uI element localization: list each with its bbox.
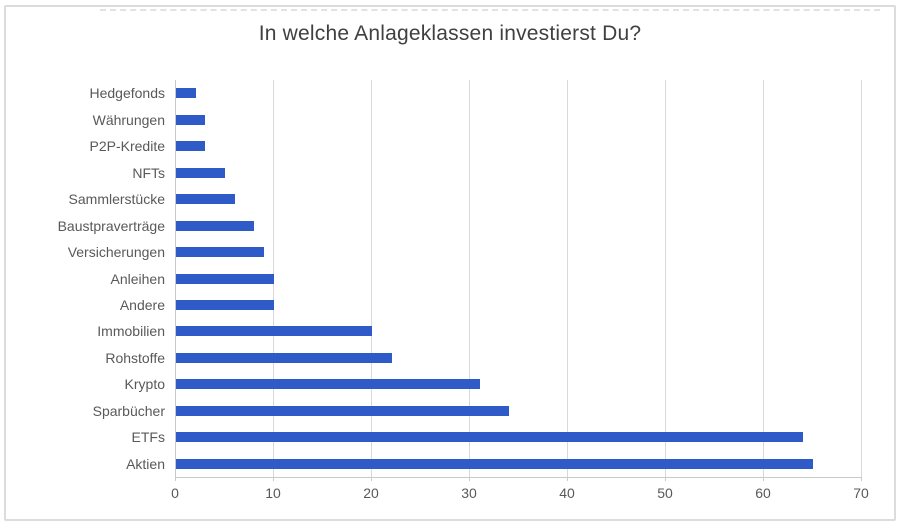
bar [176,220,255,231]
bar [176,247,265,258]
x-tick-label: 10 [265,485,281,501]
category-label: Andere [119,296,165,313]
bar [176,273,274,284]
gridline [371,80,372,477]
gridline [469,80,470,477]
category-label: ETFs [131,429,165,446]
x-tick-mark [861,477,862,481]
category-label: Rohstoffe [105,349,165,366]
top-dashed-line [100,9,880,11]
bar [176,326,372,337]
x-tick-mark [273,477,274,481]
category-label: Hedgefonds [89,85,165,102]
x-tick-label: 50 [657,485,673,501]
x-tick-mark [665,477,666,481]
bar [176,167,225,178]
category-label: Sammlerstücke [68,191,165,208]
category-label: Sparbücher [92,402,165,419]
x-tick-label: 70 [853,485,869,501]
bar [176,379,480,390]
x-tick-mark [763,477,764,481]
bar [176,299,274,310]
x-tick-label: 30 [461,485,477,501]
category-label: Baustpraverträge [57,217,165,234]
category-label: P2P-Kredite [89,138,165,155]
x-tick-label: 20 [363,485,379,501]
bar [176,88,196,99]
x-tick-mark [567,477,568,481]
chart-title: In welche Anlageklassen investierst Du? [258,22,642,45]
bar [176,458,813,469]
x-tick-label: 40 [559,485,575,501]
bar [176,194,235,205]
category-label: Krypto [124,376,165,393]
category-label: Aktien [126,455,165,472]
bar [176,141,206,152]
x-tick-label: 60 [755,485,771,501]
y-axis-line [175,80,176,477]
category-label: Immobilien [97,323,165,340]
category-label: Anleihen [110,270,166,287]
bar [176,405,510,416]
category-label: Versicherungen [67,244,165,261]
bar [176,114,206,125]
x-tick-label: 0 [171,485,179,501]
x-axis-line [175,477,861,478]
gridline [763,80,764,477]
gridline [665,80,666,477]
bar [176,432,804,443]
gridline [567,80,568,477]
category-label: Währungen [92,111,165,128]
x-tick-mark [175,477,176,481]
x-tick-mark [469,477,470,481]
bar [176,352,392,363]
category-label: NFTs [132,164,165,181]
gridline [861,80,862,477]
x-tick-mark [371,477,372,481]
